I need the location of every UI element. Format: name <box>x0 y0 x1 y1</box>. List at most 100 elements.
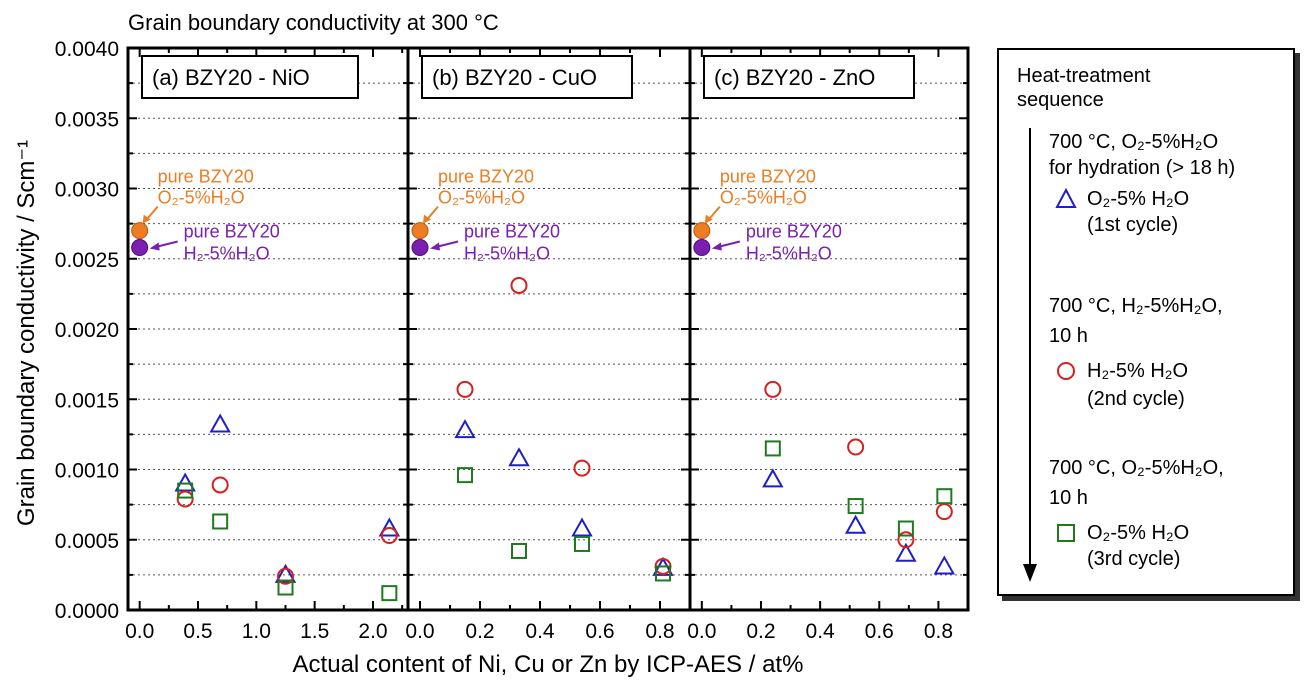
pure-o2-label-line2: O₂-5%H₂O <box>438 188 525 208</box>
x-tick-label: 1.0 <box>242 620 271 643</box>
pure-h2-label-line1: pure BZY20 <box>464 222 560 242</box>
legend-entry3-label: O₂-5% H₂O <box>1087 522 1190 544</box>
square-point <box>847 498 864 515</box>
square-point <box>177 482 194 499</box>
circle-point <box>847 438 865 456</box>
legend-entry1-sub: (1st cycle) <box>1087 214 1179 236</box>
y-tick-label: 0.0005 <box>55 530 119 553</box>
circle-point <box>897 531 915 549</box>
pure-bzy20-o2-point <box>693 222 711 240</box>
panel-label: (b) BZY20 - CuO <box>432 65 597 90</box>
pure-h2-label-line1: pure BZY20 <box>184 222 280 242</box>
legend: Heat-treatment sequence 700 °C, O₂-5%H₂O… <box>997 48 1295 596</box>
panel-label-box <box>421 55 633 99</box>
x-tick-label: 0.2 <box>465 620 494 643</box>
panel-label-box <box>141 55 359 99</box>
circle-point <box>380 527 398 545</box>
x-tick-label: 0.0 <box>405 620 434 643</box>
pure-h2-label-line2: H₂-5%H₂O <box>464 244 550 264</box>
triangle-point <box>508 447 530 467</box>
legend-triangle-marker <box>1055 188 1077 208</box>
pure-o2-arrow-head <box>704 214 713 224</box>
triangle-point <box>378 517 401 537</box>
x-tick-label: 0.8 <box>645 620 674 643</box>
pure-bzy20-h2-point <box>693 239 711 257</box>
square-point <box>897 520 914 537</box>
x-tick-label: 0.0 <box>687 620 716 643</box>
x-tick-label: 0.4 <box>525 620 555 643</box>
pure-h2-arrow-head <box>149 242 160 251</box>
square-point <box>655 565 671 582</box>
y-tick-labels: 0.0000 0.0005 0.0010 0.0015 0.0020 0.0025 0.00… <box>55 38 119 623</box>
legend-heading-line2: sequence <box>1017 89 1104 111</box>
pure-h2-label-line1: pure BZY20 <box>746 222 842 242</box>
square-point <box>457 467 473 484</box>
square-point <box>212 513 229 530</box>
x-tick-label: 0.5 <box>183 620 212 643</box>
y-tick-label: 0.0030 <box>55 179 119 202</box>
pure-bzy20-h2-point <box>411 239 429 257</box>
panel-label: (c) BZY20 - ZnO <box>714 65 875 90</box>
legend-circle-marker <box>1057 362 1075 380</box>
chart-title: Grain boundary conductivity at 300 °C <box>128 10 499 35</box>
legend-entry2-sub: (2nd cycle) <box>1087 388 1185 410</box>
legend-entry3-sub: (3rd cycle) <box>1087 548 1181 570</box>
triangle-point <box>209 413 231 433</box>
panel-a: 0.0 0.5 1.0 1.5 2.0 (a) BZY20 - NiO pure BZY20… <box>125 46 410 643</box>
square-point <box>277 579 294 596</box>
panel-label: (a) BZY20 - NiO <box>152 65 310 90</box>
legend-entry2-label: H₂-5% H₂O <box>1087 360 1189 382</box>
panel-label-box <box>703 55 915 99</box>
triangle-point <box>895 542 917 562</box>
circle-point <box>764 380 782 398</box>
pure-o2-label-line2: O₂-5%H₂O <box>158 188 245 208</box>
pure-h2-arrow-head <box>430 242 440 251</box>
sequence-arrow-line <box>1029 128 1031 568</box>
circle-point <box>456 380 474 398</box>
pure-bzy20-o2-point <box>131 222 149 240</box>
triangle-point <box>844 514 867 534</box>
circle-point <box>211 476 229 494</box>
legend-entry1-label: O₂-5% H₂O <box>1087 188 1190 210</box>
panel-c: 0.0 0.2 0.4 0.6 0.8 (c) BZY20 - ZnO pure BZY20… <box>687 46 970 643</box>
x-tick-label: 0.8 <box>924 620 953 643</box>
pure-o2-arrow-head <box>142 214 151 224</box>
circle-point <box>176 490 194 508</box>
x-tick-label: 1.5 <box>300 620 329 643</box>
square-point <box>764 440 781 457</box>
y-axis-label: Grain boundary conductivity / Scm⁻¹ <box>13 140 40 526</box>
y-tick-label: 0.0010 <box>55 460 119 483</box>
pure-bzy20-h2-point <box>131 239 149 257</box>
triangle-point <box>274 563 297 583</box>
pure-o2-label-line1: pure BZY20 <box>158 167 254 187</box>
circle-point <box>935 503 953 521</box>
x-tick-label: 0.6 <box>585 620 614 643</box>
square-point <box>574 535 590 552</box>
legend-heading-line1: Heat-treatment <box>1017 65 1151 87</box>
legend-step3-line2: 10 h <box>1049 487 1088 509</box>
sequence-arrow-head <box>1023 564 1037 582</box>
legend-step1-line2: for hydration (> 18 h) <box>1049 157 1236 179</box>
pure-h2-arrow-head <box>711 242 722 251</box>
panel-frame <box>688 46 970 612</box>
legend-step2-line2: 10 h <box>1049 325 1088 347</box>
square-point <box>511 542 527 559</box>
x-tick-label: 0.0 <box>125 620 154 643</box>
pure-o2-label-line1: pure BZY20 <box>438 167 534 187</box>
pure-h2-label-line2: H₂-5%H₂O <box>746 244 832 264</box>
legend-square-marker <box>1057 524 1075 542</box>
y-tick-label: 0.0035 <box>55 108 119 131</box>
pure-bzy20-o2-point <box>411 222 429 240</box>
square-point <box>936 488 953 505</box>
y-tick-label: 0.0020 <box>55 319 119 342</box>
pure-o2-arrow-head <box>423 214 431 224</box>
legend-step1-line1: 700 °C, O₂-5%H₂O <box>1049 131 1219 153</box>
square-point <box>381 585 398 602</box>
x-tick-label: 0.2 <box>746 620 775 643</box>
legend-step3-line1: 700 °C, O₂-5%H₂O, <box>1049 457 1224 479</box>
y-tick-label: 0.0000 <box>55 600 119 623</box>
pure-o2-label-line2: O₂-5%H₂O <box>720 188 807 208</box>
pure-o2-label-line1: pure BZY20 <box>720 167 816 187</box>
pure-h2-label-line2: H₂-5%H₂O <box>184 244 270 264</box>
